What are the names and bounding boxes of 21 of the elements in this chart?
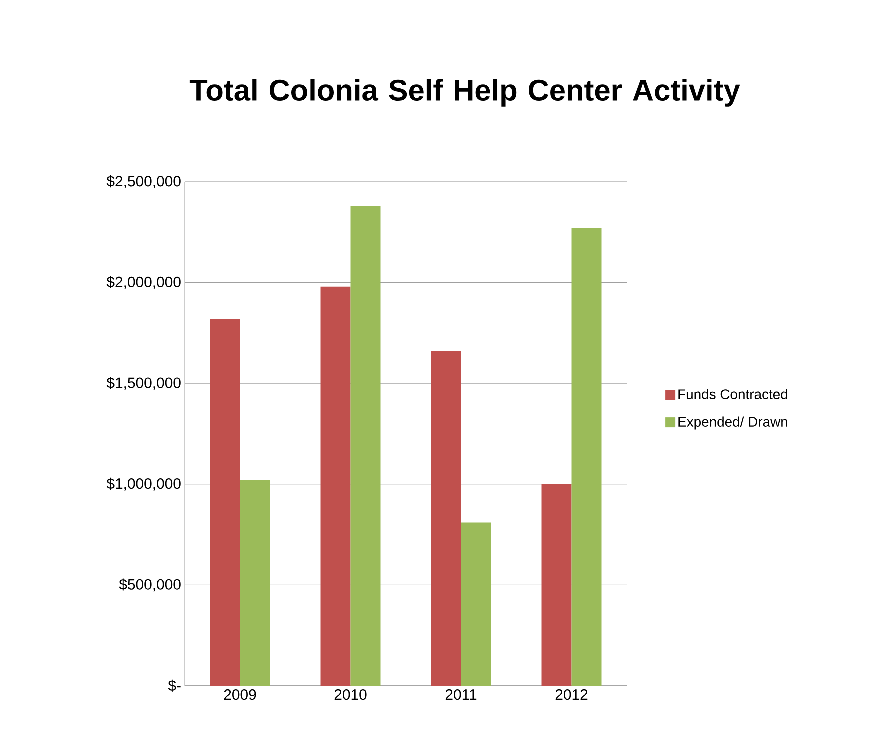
bar <box>350 206 381 686</box>
y-tick-label: $1,500,000 <box>106 377 181 390</box>
bar <box>320 286 351 686</box>
bar <box>572 228 602 686</box>
bar <box>210 319 240 686</box>
x-tick-label: 2010 <box>334 690 367 700</box>
x-tick-label: 2011 <box>446 690 477 700</box>
y-tick-label: $2,000,000 <box>106 276 181 290</box>
y-tick-label: $1,000,000 <box>106 478 181 491</box>
legend-label: Funds Contracted <box>678 389 788 400</box>
y-tick-label: $- <box>168 680 181 692</box>
x-tick-label: 2012 <box>556 690 588 700</box>
bar <box>240 480 270 686</box>
bar <box>431 351 462 686</box>
chart-title: Total Colonia Self Help Center Activity <box>190 79 740 107</box>
bar <box>542 484 572 686</box>
bar <box>461 522 492 686</box>
y-tick-label: $500,000 <box>119 578 181 592</box>
legend-label: Expended/ Drawn <box>678 416 788 430</box>
y-tick-label: $2,500,000 <box>106 175 181 188</box>
x-tick-label: 2009 <box>224 690 256 700</box>
